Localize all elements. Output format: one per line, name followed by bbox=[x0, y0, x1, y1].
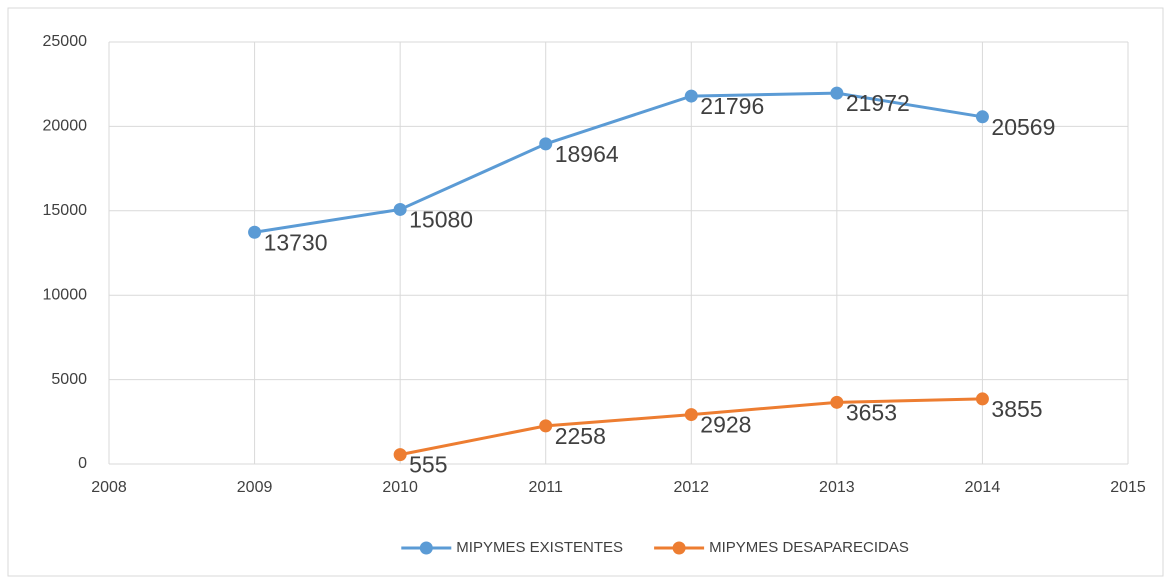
data-point bbox=[830, 395, 844, 409]
data-label: 555 bbox=[409, 452, 447, 478]
data-label: 18964 bbox=[555, 141, 619, 167]
legend-marker bbox=[672, 541, 686, 555]
x-tick-label: 2012 bbox=[673, 479, 709, 496]
x-tick-label: 2008 bbox=[91, 479, 127, 496]
data-label: 3855 bbox=[991, 396, 1042, 422]
data-label: 3653 bbox=[846, 399, 897, 425]
y-tick-label: 0 bbox=[78, 455, 87, 472]
legend-label: MIPYMES DESAPARECIDAS bbox=[709, 539, 909, 556]
x-tick-label: 2015 bbox=[1110, 479, 1146, 496]
data-label: 15080 bbox=[409, 207, 473, 233]
legend-marker bbox=[419, 541, 433, 555]
y-tick-label: 15000 bbox=[43, 202, 88, 219]
chart-frame bbox=[7, 7, 1164, 577]
data-point bbox=[393, 448, 407, 462]
data-point bbox=[684, 408, 698, 422]
data-point bbox=[830, 86, 844, 100]
data-point bbox=[684, 89, 698, 103]
data-label: 20569 bbox=[991, 114, 1055, 140]
data-point bbox=[975, 392, 989, 406]
y-tick-label: 10000 bbox=[43, 286, 88, 303]
legend-label: MIPYMES EXISTENTES bbox=[456, 539, 623, 556]
x-tick-label: 2013 bbox=[819, 479, 855, 496]
data-label: 13730 bbox=[264, 229, 328, 255]
data-point bbox=[539, 137, 553, 151]
data-point bbox=[248, 225, 262, 239]
x-tick-label: 2014 bbox=[965, 479, 1001, 496]
x-tick-label: 2010 bbox=[382, 479, 418, 496]
data-label: 21972 bbox=[846, 90, 910, 116]
data-label: 21796 bbox=[700, 93, 764, 119]
data-label: 2258 bbox=[555, 423, 606, 449]
data-label: 2928 bbox=[700, 412, 751, 438]
x-tick-label: 2011 bbox=[529, 479, 564, 496]
y-tick-label: 25000 bbox=[43, 33, 88, 50]
data-point bbox=[393, 202, 407, 216]
series-line bbox=[254, 91, 983, 234]
data-point bbox=[539, 419, 553, 433]
x-tick-label: 2009 bbox=[237, 479, 273, 496]
data-point bbox=[975, 110, 989, 124]
y-tick-label: 5000 bbox=[51, 371, 87, 388]
y-tick-label: 20000 bbox=[43, 118, 88, 135]
